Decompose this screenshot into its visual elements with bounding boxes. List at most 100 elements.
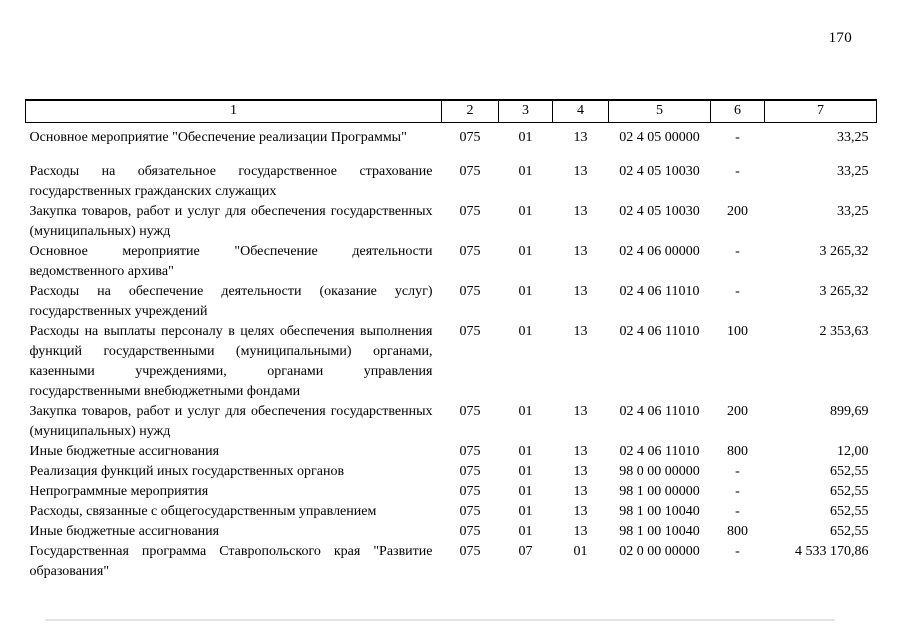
col6-cell: - — [735, 504, 740, 519]
col4-cell: 13 — [573, 130, 588, 145]
col2-cell: 075 — [459, 464, 481, 479]
col3-cell: 01 — [518, 464, 533, 479]
col2-cell: 075 — [459, 324, 481, 339]
name-cell: Основное мероприятие "Обеспечение деятел… — [29, 244, 433, 279]
amount-cell: 3 265,32 — [819, 244, 869, 259]
scan-artifact-line — [45, 619, 835, 621]
table-header-cell: 6 — [710, 99, 765, 123]
col6-cell: - — [735, 130, 740, 145]
amount-cell: 652,55 — [830, 484, 869, 499]
col2-cell: 075 — [459, 164, 481, 179]
amount-cell: 652,55 — [830, 464, 869, 479]
col3-cell: 01 — [518, 404, 533, 419]
name-cell: Закупка товаров, работ и услуг для обесп… — [29, 204, 433, 239]
amount-cell: 899,69 — [830, 404, 869, 419]
col6-cell: 200 — [727, 404, 748, 419]
col5-cell: 02 4 06 11010 — [619, 404, 700, 419]
col4-cell: 13 — [573, 204, 588, 219]
col5-cell: 98 1 00 00000 — [619, 484, 700, 499]
col3-cell: 01 — [518, 244, 533, 259]
col3-cell: 01 — [518, 484, 533, 499]
name-cell: Расходы на обязательное государственное … — [29, 164, 433, 199]
col2-cell: 075 — [459, 524, 481, 539]
col2-cell: 075 — [459, 504, 481, 519]
col6-cell: - — [735, 544, 740, 559]
table-header-cell: 4 — [552, 99, 609, 123]
col4-cell: 13 — [573, 284, 588, 299]
amount-cell: 3 265,32 — [819, 284, 869, 299]
col5-cell: 02 4 06 11010 — [619, 444, 700, 459]
name-cell: Основное мероприятие "Обеспечение реализ… — [29, 130, 407, 145]
col2-cell: 075 — [459, 244, 481, 259]
col2-cell: 075 — [459, 404, 481, 419]
col4-cell: 13 — [573, 404, 588, 419]
name-cell: Непрограммные мероприятия — [29, 484, 209, 499]
table-header-cell: 5 — [608, 99, 711, 123]
table-row: Закупка товаров, работ и услуг для обесп… — [26, 202, 877, 242]
col6-cell: 800 — [727, 524, 748, 539]
col3-cell: 07 — [518, 544, 533, 559]
col5-cell: 98 0 00 00000 — [619, 464, 700, 479]
col6-cell: 200 — [727, 204, 748, 219]
col5-cell: 02 4 05 10030 — [619, 204, 700, 219]
col4-cell: 13 — [573, 464, 588, 479]
col5-cell: 02 4 06 11010 — [619, 324, 700, 339]
col2-cell: 075 — [459, 444, 481, 459]
col3-cell: 01 — [518, 524, 533, 539]
col4-cell: 13 — [573, 444, 588, 459]
name-cell: Расходы на обеспечение деятельности (ока… — [29, 284, 433, 319]
name-cell: Государственная программа Ставропольског… — [29, 544, 433, 579]
col4-cell: 13 — [573, 324, 588, 339]
col6-cell: 100 — [727, 324, 748, 339]
table-row: Расходы на обязательное государственное … — [26, 162, 877, 202]
col3-cell: 01 — [518, 504, 533, 519]
col5-cell: 98 1 00 10040 — [619, 524, 700, 539]
amount-cell: 4 533 170,86 — [795, 544, 869, 559]
table-header-cell: 3 — [498, 99, 553, 123]
col6-cell: - — [735, 244, 740, 259]
col2-cell: 075 — [459, 484, 481, 499]
col2-cell: 075 — [459, 130, 481, 145]
table-header-row: 1 2 3 4 5 6 7 — [25, 99, 877, 123]
col6-cell: - — [735, 164, 740, 179]
col4-cell: 13 — [573, 524, 588, 539]
amount-cell: 12,00 — [837, 444, 869, 459]
col5-cell: 02 4 06 11010 — [619, 284, 700, 299]
col6-cell: - — [735, 484, 740, 499]
col3-cell: 01 — [518, 444, 533, 459]
table-row: Государственная программа Ставропольског… — [26, 542, 877, 582]
name-cell: Расходы на выплаты персоналу в целях обе… — [29, 324, 433, 399]
col3-cell: 01 — [518, 164, 533, 179]
amount-cell: 33,25 — [837, 164, 869, 179]
col6-cell: - — [735, 464, 740, 479]
col4-cell: 13 — [573, 484, 588, 499]
name-cell: Расходы, связанные с общегосударственным… — [29, 504, 377, 519]
col2-cell: 075 — [459, 284, 481, 299]
col3-cell: 01 — [518, 324, 533, 339]
table-row: Расходы на выплаты персоналу в целях обе… — [26, 322, 877, 402]
col3-cell: 01 — [518, 130, 533, 145]
table-row: Основное мероприятие "Обеспечение деятел… — [26, 242, 877, 282]
col6-cell: - — [735, 284, 740, 299]
amount-cell: 652,55 — [830, 524, 869, 539]
budget-table: 1 2 3 4 5 6 7 Основное мероприятие "Обес… — [25, 99, 877, 582]
col2-cell: 075 — [459, 204, 481, 219]
table-header-cell: 2 — [441, 99, 499, 123]
page-number: 170 — [828, 30, 852, 46]
col5-cell: 02 4 05 00000 — [619, 130, 700, 145]
name-cell: Реализация функций иных государственных … — [29, 464, 345, 479]
amount-cell: 2 353,63 — [819, 324, 869, 339]
table-row: Реализация функций иных государственных … — [26, 462, 877, 482]
name-cell: Иные бюджетные ассигнования — [29, 444, 220, 459]
table-row: Расходы на обеспечение деятельности (ока… — [26, 282, 877, 322]
table-header: 1 2 3 4 5 6 7 — [25, 99, 877, 123]
col5-cell: 02 4 05 10030 — [619, 164, 700, 179]
col3-cell: 01 — [518, 284, 533, 299]
col4-cell: 13 — [573, 244, 588, 259]
table-header-cell: 7 — [764, 99, 877, 123]
amount-cell: 33,25 — [837, 204, 869, 219]
name-cell: Закупка товаров, работ и услуг для обесп… — [29, 404, 433, 439]
table-row: Иные бюджетные ассигнования 075 01 13 98 1 0… — [26, 522, 877, 542]
name-cell: Иные бюджетные ассигнования — [29, 524, 220, 539]
